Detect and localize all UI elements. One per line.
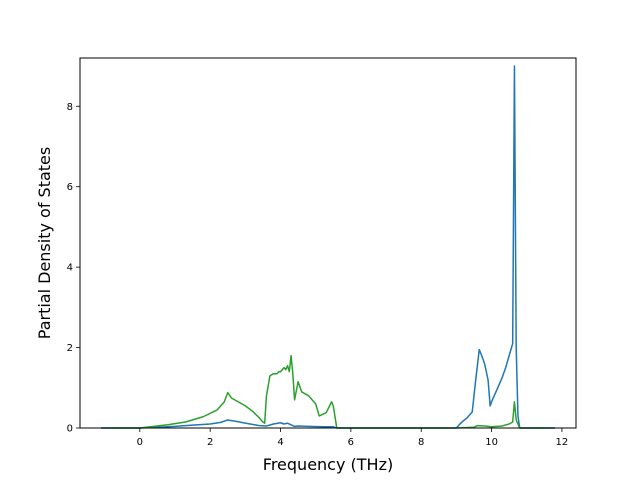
y-tick-label: 2	[67, 343, 73, 354]
x-tick-label: 8	[418, 437, 424, 448]
x-tick-label: 6	[348, 437, 354, 448]
y-tick-label: 0	[67, 424, 73, 435]
x-tick-label: 12	[556, 437, 569, 448]
x-axis-ticks: 0 2 4 6 8 10 12	[137, 428, 569, 448]
x-tick-label: 2	[207, 437, 213, 448]
x-tick-label: 10	[485, 437, 498, 448]
y-axis-ticks: 0 2 4 6 8	[67, 102, 80, 435]
y-tick-label: 4	[67, 263, 73, 274]
x-tick-label: 4	[277, 437, 283, 448]
series-line-1	[101, 354, 555, 429]
y-tick-label: 6	[67, 182, 73, 193]
axes-frame	[79, 57, 577, 429]
y-tick-label: 8	[67, 102, 73, 113]
x-axis-label: Frequency (THz)	[263, 455, 393, 474]
x-tick-label: 0	[137, 437, 143, 448]
y-axis-label: Partial Density of States	[35, 147, 54, 339]
